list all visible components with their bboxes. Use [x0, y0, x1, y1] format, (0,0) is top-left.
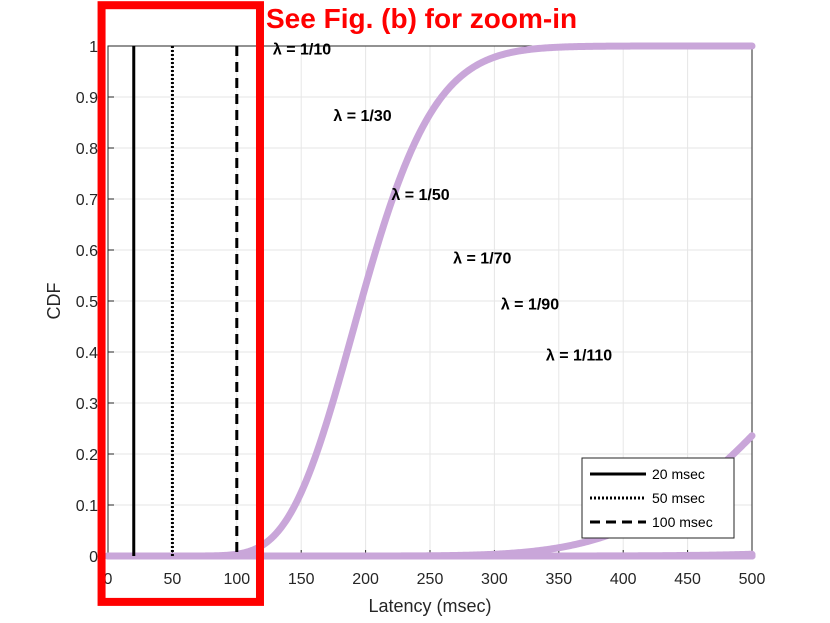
legend-entry: 50 msec	[652, 490, 705, 506]
x-tick-label: 450	[674, 571, 701, 588]
curve-label: λ = 1/10	[273, 42, 331, 59]
y-tick-label: 0.5	[76, 294, 98, 311]
zoom-highlight-box	[97, 1, 264, 606]
x-tick-labels: 0 50 100 150 200 250 300 350 400 450 500	[104, 571, 766, 588]
legend: 20 msec 50 msec 100 msec	[581, 457, 735, 539]
y-tick-label: 0.7	[76, 192, 98, 209]
curve-labels: λ = 1/10 λ = 1/30 λ = 1/50 λ = 1/70 λ = 1/90…	[273, 42, 612, 365]
y-tick-label: 0.6	[76, 243, 98, 260]
y-tick-label: 0.2	[76, 447, 98, 464]
latency-threshold-lines	[132, 46, 239, 556]
y-tick-label: 1	[89, 39, 98, 56]
x-tick-label: 400	[610, 571, 637, 588]
legend-entry: 20 msec	[652, 466, 705, 482]
legend-entry: 100 msec	[652, 514, 713, 530]
y-tick-labels: 0 0.1 0.2 0.3 0.4 0.5 0.6 0.7 0.8 0.9 1	[76, 39, 98, 566]
x-tick-label: 50	[164, 571, 182, 588]
y-tick-label: 0.8	[76, 141, 98, 158]
x-tick-label: 0	[104, 571, 113, 588]
x-tick-label: 300	[481, 571, 508, 588]
y-tick-label: 0.3	[76, 396, 98, 413]
curve-label: λ = 1/50	[391, 187, 449, 204]
y-tick-label: 0	[89, 549, 98, 566]
curve-label: λ = 1/30	[333, 108, 391, 125]
curve-label: λ = 1/70	[453, 251, 511, 268]
x-tick-label: 500	[739, 571, 766, 588]
y-tick-label: 0.9	[76, 90, 98, 107]
x-tick-label: 350	[545, 571, 572, 588]
cdf-curves	[104, 42, 756, 560]
y-tick-label: 0.1	[76, 498, 98, 515]
x-tick-label: 200	[352, 571, 379, 588]
x-axis-label: Latency (msec)	[368, 596, 491, 616]
x-tick-label: 100	[223, 571, 250, 588]
x-tick-label: 150	[288, 571, 315, 588]
x-tick-label: 250	[417, 571, 444, 588]
zoom-annotation: See Fig. (b) for zoom-in	[266, 3, 577, 34]
y-tick-label: 0.4	[76, 345, 98, 362]
y-axis-label: CDF	[44, 283, 64, 320]
curve-label: λ = 1/90	[501, 297, 559, 314]
curve-label: λ = 1/110	[546, 348, 612, 365]
